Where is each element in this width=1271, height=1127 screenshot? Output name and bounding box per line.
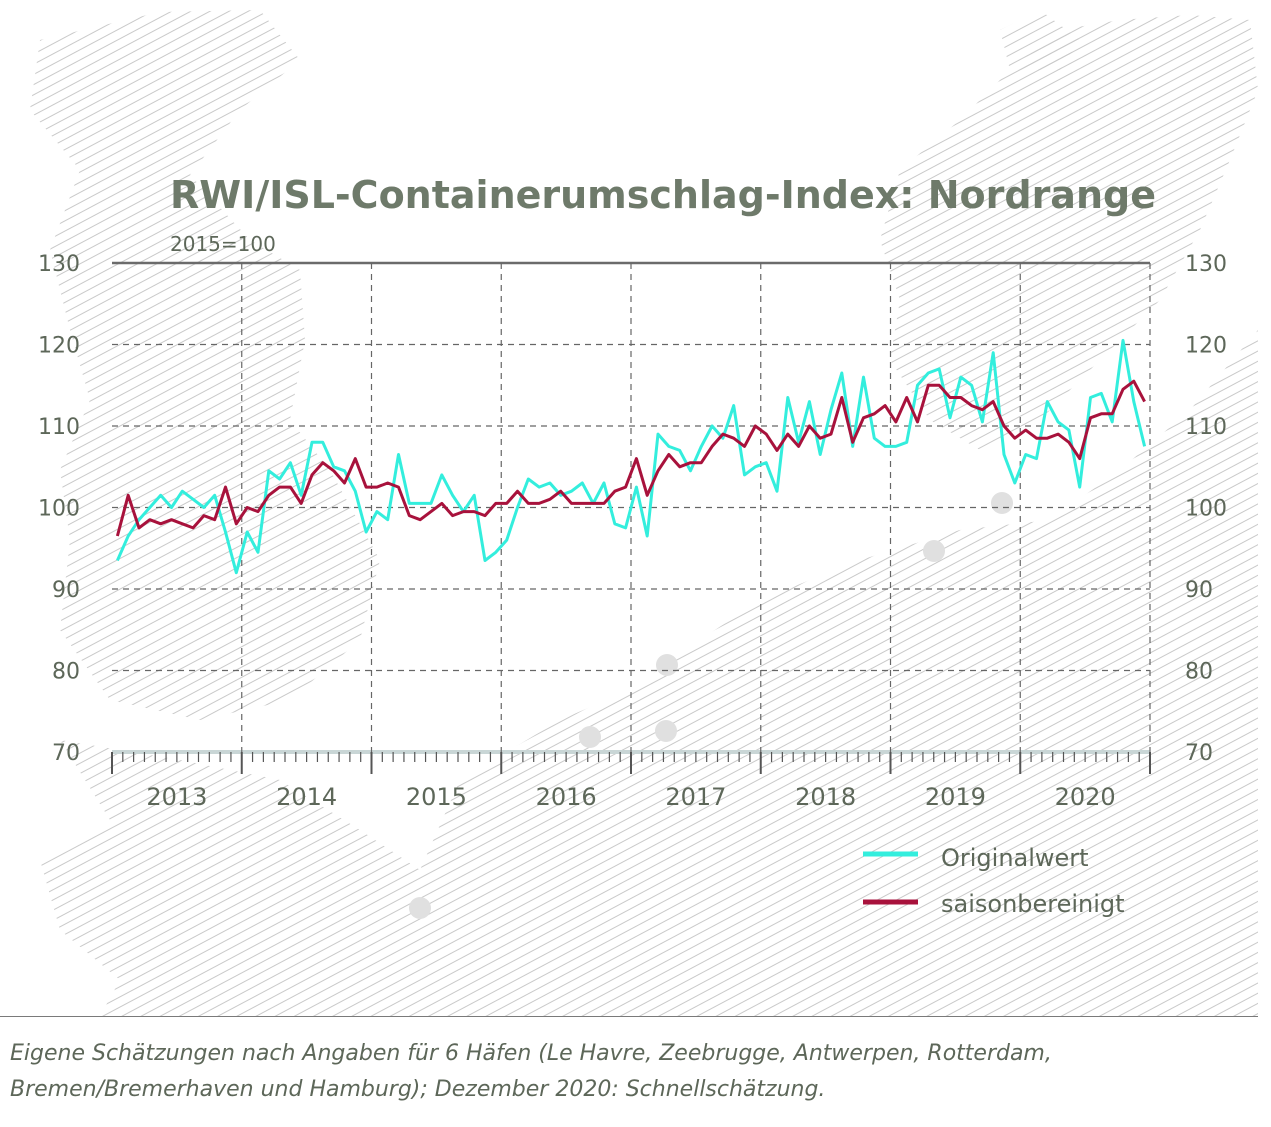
y-tick-label-right: 130 bbox=[1185, 252, 1227, 277]
y-tick-label-right: 70 bbox=[1185, 741, 1213, 766]
legend-label-seasonal: saisonbereinigt bbox=[941, 890, 1125, 918]
series-line-original bbox=[116, 338, 1147, 575]
legend: Originalwert saisonbereinigt bbox=[863, 844, 1125, 918]
port-dot bbox=[655, 720, 677, 742]
chart-subtitle: 2015=100 bbox=[170, 232, 276, 256]
chart: RWI/ISL-Containerumschlag-Index: Nordran… bbox=[30, 10, 1258, 1016]
y-tick-label-right: 90 bbox=[1185, 578, 1213, 603]
y-tick-label-left: 100 bbox=[38, 497, 80, 522]
x-tick-label: 2014 bbox=[276, 783, 337, 811]
chart-title: RWI/ISL-Containerumschlag-Index: Nordran… bbox=[170, 173, 1156, 217]
port-markers bbox=[409, 492, 1013, 919]
footnote-line-1: Eigene Schätzungen nach Angaben für 6 Hä… bbox=[10, 1041, 1052, 1066]
y-tick-label-left: 90 bbox=[52, 578, 80, 603]
y-tick-label-right: 120 bbox=[1185, 334, 1227, 359]
series-line-seasonal bbox=[115, 379, 1146, 537]
y-axis-labels: 70 70 80 80 90 90 100 100 110 110 120 120 130 130 bbox=[38, 252, 1227, 766]
y-tick-label-left: 120 bbox=[38, 334, 80, 359]
y-tick-label-left: 110 bbox=[38, 415, 80, 440]
y-tick-label-right: 100 bbox=[1185, 497, 1227, 522]
x-tick-label: 2016 bbox=[536, 783, 597, 811]
x-tick-label: 2020 bbox=[1055, 783, 1116, 811]
map-background bbox=[30, 10, 1258, 1016]
x-tick-label: 2017 bbox=[665, 783, 726, 811]
port-dot bbox=[656, 654, 678, 676]
y-tick-label-left: 70 bbox=[52, 741, 80, 766]
x-axis: 2013 2014 2015 2016 2017 2018 2019 2020 bbox=[111, 752, 1151, 811]
legend-label-original: Originalwert bbox=[941, 844, 1089, 872]
x-tick-label: 2019 bbox=[925, 783, 986, 811]
y-tick-label-left: 80 bbox=[52, 660, 80, 685]
footnote-divider bbox=[0, 1016, 1258, 1017]
series-group bbox=[115, 338, 1147, 575]
footnote-line-2: Bremen/Bremerhaven und Hamburg); Dezembe… bbox=[10, 1077, 826, 1102]
port-dot bbox=[409, 897, 431, 919]
x-tick-label: 2013 bbox=[146, 783, 207, 811]
x-tick-label: 2015 bbox=[406, 783, 467, 811]
port-dot bbox=[579, 726, 601, 748]
port-dot bbox=[991, 492, 1013, 514]
footnote: Eigene Schätzungen nach Angaben für 6 Hä… bbox=[10, 1036, 1260, 1108]
y-tick-label-right: 80 bbox=[1185, 660, 1213, 685]
y-tick-label-right: 110 bbox=[1185, 415, 1227, 440]
x-tick-label: 2018 bbox=[795, 783, 856, 811]
y-tick-label-left: 130 bbox=[38, 252, 80, 277]
port-dot bbox=[923, 540, 945, 562]
